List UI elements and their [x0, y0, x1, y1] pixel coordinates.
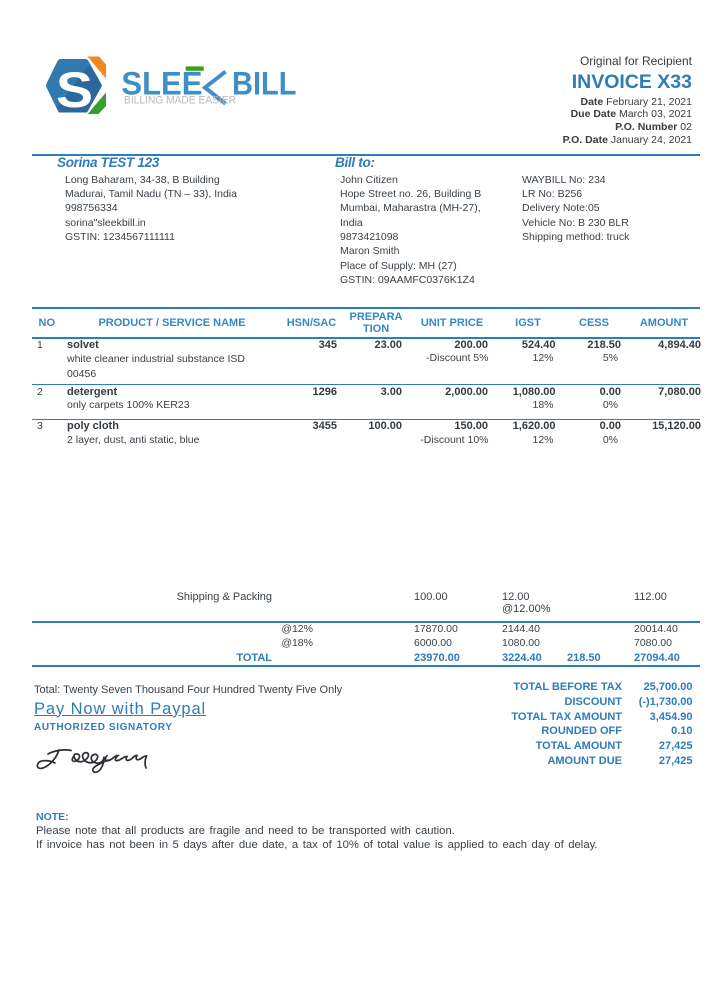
- svg-text:S: S: [56, 62, 93, 118]
- svg-text:BILL: BILL: [232, 66, 297, 102]
- svg-text:BILLING MADE EASIER: BILLING MADE EASIER: [124, 95, 236, 107]
- svg-text:SLEE: SLEE: [121, 66, 202, 102]
